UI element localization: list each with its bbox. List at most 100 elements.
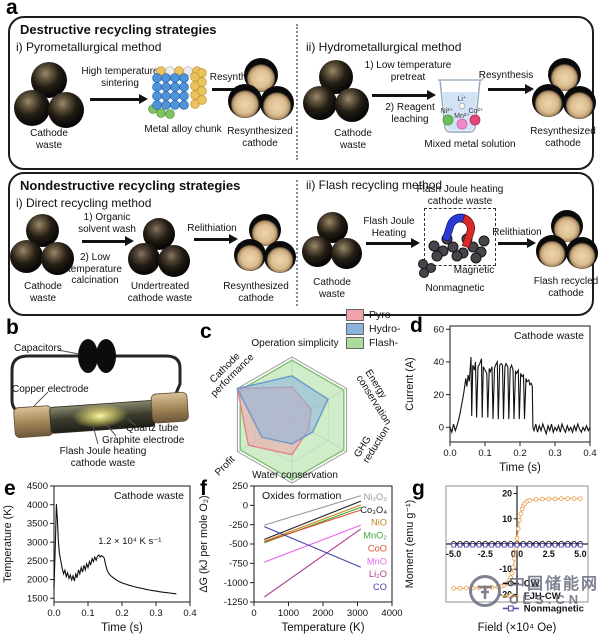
- rs-sphere: [228, 84, 262, 118]
- alloy-chunk-label: Metal alloy chunk: [144, 124, 222, 135]
- watermark-text-cn: 中国储能网: [509, 575, 600, 593]
- li-ion-label: Li⁺: [457, 95, 466, 103]
- svg-text:Cathode waste: Cathode waste: [114, 490, 184, 502]
- rs-sphere: [566, 237, 598, 269]
- svg-text:Nonmagnetic: Nonmagnetic: [524, 604, 584, 615]
- panel-letter-b: b: [6, 316, 19, 339]
- hydro-method-heading: ii) Hydrometallurgical method: [306, 40, 462, 54]
- radar-legend-item: Hydro-: [346, 322, 401, 336]
- resynthesized-cathode-label: Resynthesized cathode: [227, 126, 293, 149]
- svg-text:0.4: 0.4: [583, 448, 596, 459]
- nondestructive-strategies-box: [8, 172, 594, 316]
- svg-text:3000: 3000: [27, 537, 48, 548]
- horseshoe-magnet-icon: [441, 213, 475, 249]
- magnetic-particles: [428, 233, 490, 264]
- resynthesized-cathode-label: Resynthesized cathode: [223, 281, 289, 304]
- rs-sphere: [563, 86, 596, 119]
- flash-recycled-cluster: [536, 210, 598, 270]
- svg-text:Co₃O₄: Co₃O₄: [360, 505, 387, 515]
- svg-text:0.3: 0.3: [548, 448, 561, 459]
- box2-divider: [296, 180, 298, 306]
- svg-text:Energyconservation: Energyconservation: [354, 368, 402, 427]
- ni-ion-label: Ni²⁺: [441, 107, 454, 115]
- copper-leader: [33, 391, 49, 407]
- mn-ion: [456, 118, 468, 130]
- fjh-sample-label: Flash Joule heating cathode waste: [59, 446, 147, 469]
- wire-right: [108, 354, 182, 405]
- li-ion: [458, 102, 466, 110]
- svg-text:0.2: 0.2: [513, 448, 526, 459]
- beaker-rim: [438, 75, 485, 81]
- watermark-logo-icon: [469, 575, 501, 607]
- radar-legend-item: Flash-: [346, 336, 401, 350]
- pretreat-arrow: [372, 90, 436, 99]
- svg-text:4500: 4500: [27, 481, 48, 492]
- copper-electrode-left: [13, 405, 54, 439]
- resynthesis-arrow-2: [488, 84, 534, 93]
- svg-text:3500: 3500: [27, 519, 48, 530]
- resynthesized-cathode-cluster: [532, 58, 596, 120]
- svg-text:10: 10: [502, 514, 512, 524]
- sintering-label: High temperature sintering: [81, 66, 159, 89]
- co-ion: [469, 114, 481, 126]
- svg-text:3000: 3000: [347, 608, 368, 619]
- copper-electrode-right: [150, 391, 189, 424]
- svg-text:0: 0: [251, 608, 256, 619]
- sample-leader: [92, 425, 99, 445]
- rs-sphere: [234, 239, 266, 271]
- rs-sphere: [264, 241, 296, 273]
- nonmagnetic-particles: [418, 259, 436, 278]
- svg-text:0: 0: [243, 501, 248, 512]
- relithiation-label-2: Relithiation: [492, 227, 542, 238]
- current-vs-time-chart: 0.0 0.1 0.2 0.3 0.4 0 20 40 60 Cathode waste Time …: [402, 314, 600, 474]
- box1-divider: [296, 24, 298, 160]
- cw-sphere: [302, 236, 333, 267]
- legend-swatch: [346, 309, 364, 321]
- svg-text:1000: 1000: [278, 608, 299, 619]
- cathode-waste-label: Cathode waste: [24, 281, 62, 304]
- legend-swatch: [346, 323, 364, 335]
- relithiation-label-1: Relithiation: [187, 223, 237, 234]
- cw-sphere: [10, 240, 43, 273]
- fjh-cathode-waste-label: Flash Joule heating cathode waste: [416, 184, 504, 207]
- svg-text:0: 0: [439, 422, 444, 433]
- svg-text:40: 40: [433, 357, 444, 368]
- mn-ion-label: Mn²⁺: [454, 112, 470, 120]
- resynthesized-cathode-cluster: [234, 214, 296, 274]
- svg-text:0.0: 0.0: [511, 549, 523, 559]
- destructive-title: Destructive recycling strategies: [20, 22, 217, 37]
- leaching-label: 2) Reagent leaching: [385, 102, 435, 125]
- svg-text:FJH-CW: FJH-CW: [524, 591, 561, 602]
- recycling-comparison-radar-chart: Operation simplicity Energyconservation GH…: [197, 316, 397, 484]
- svg-text:-750: -750: [229, 559, 248, 570]
- svg-text:0.3: 0.3: [149, 608, 162, 619]
- magnetization-chart: -5.0 -2.5 0.0 2.5 5.0 20 10 -10 -20 Field (×10⁴ O…: [402, 476, 600, 634]
- svg-text:CO: CO: [373, 582, 387, 592]
- panel-letter-g: g: [412, 477, 425, 500]
- svg-text:0.2: 0.2: [115, 608, 128, 619]
- svg-text:4000: 4000: [27, 500, 48, 511]
- quartz-tube-label: Quartz tube: [126, 423, 179, 434]
- svg-text:Cathode waste: Cathode waste: [514, 330, 584, 342]
- svg-text:0.0: 0.0: [443, 448, 456, 459]
- magnet-graphic: [428, 213, 490, 264]
- metal-alloy-chunk-graphic: [148, 66, 207, 119]
- svg-text:MnO₂: MnO₂: [363, 531, 387, 541]
- graphite-electrode-label: Graphite electrode: [102, 435, 185, 446]
- svg-text:0.1: 0.1: [81, 608, 94, 619]
- svg-text:60: 60: [433, 324, 444, 335]
- co-ion-label: Co²⁺: [469, 107, 484, 115]
- svg-text:-1000: -1000: [224, 578, 248, 589]
- undertreated-label: Undertreated cathode waste: [127, 281, 193, 304]
- svg-text:-20: -20: [499, 589, 512, 599]
- cw-sphere: [303, 86, 337, 120]
- svg-text:Ni₂O₃: Ni₂O₃: [364, 492, 388, 502]
- cw-sphere: [331, 238, 362, 269]
- undertreated-cluster: [128, 218, 190, 278]
- watermark-text-en: CES.CN: [509, 591, 583, 607]
- svg-text:0.4: 0.4: [183, 608, 196, 619]
- panel-letter-c: c: [200, 320, 212, 343]
- svg-text:20: 20: [502, 489, 512, 499]
- svg-text:250: 250: [232, 481, 248, 492]
- svg-text:-5.0: -5.0: [446, 549, 461, 559]
